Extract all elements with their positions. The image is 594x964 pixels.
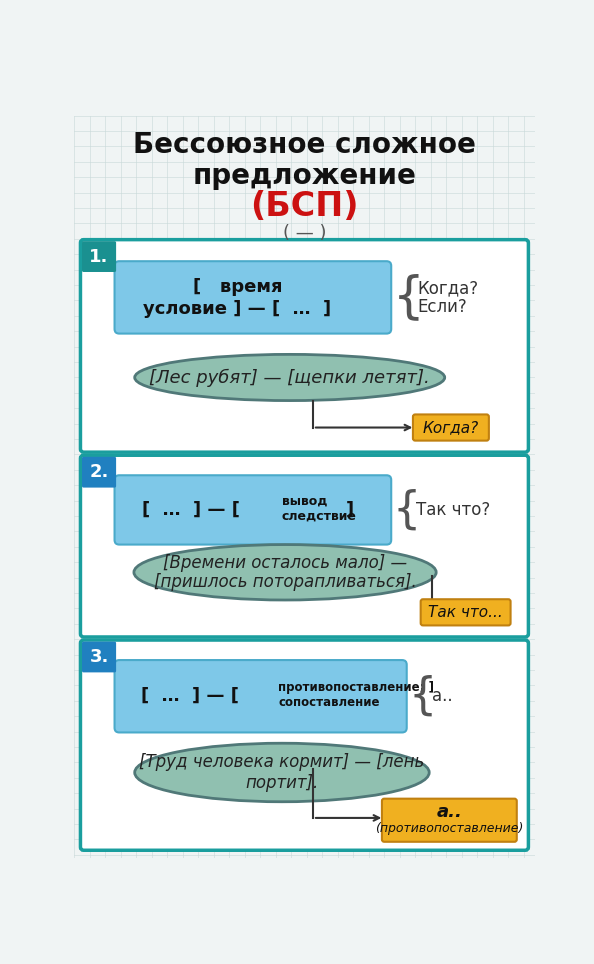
Text: [Времени осталось мало] —: [Времени осталось мало] — [163,554,407,572]
Text: {: { [408,675,437,718]
FancyBboxPatch shape [421,600,511,626]
Text: Когда?: Когда? [418,280,479,297]
Text: а..: а.. [431,687,452,706]
Text: сопоставление: сопоставление [278,696,380,709]
Text: 2.: 2. [89,463,109,481]
FancyBboxPatch shape [80,240,529,452]
FancyBboxPatch shape [382,798,517,842]
Text: предложение: предложение [192,162,416,190]
FancyBboxPatch shape [80,455,529,637]
Text: {: { [393,489,421,531]
Text: [  …  ] — [: [ … ] — [ [141,687,239,706]
FancyBboxPatch shape [82,241,116,272]
Text: портит].: портит]. [245,773,318,791]
Text: [Лес рубят] — [щепки летят].: [Лес рубят] — [щепки летят]. [149,368,430,387]
Ellipse shape [135,355,445,401]
FancyBboxPatch shape [115,475,391,545]
Text: Когда?: Когда? [423,420,479,435]
Ellipse shape [135,743,429,802]
Text: ( — ): ( — ) [283,224,326,242]
Text: [   время: [ время [192,279,282,296]
FancyBboxPatch shape [80,640,529,850]
Text: следствие: следствие [282,510,357,522]
Text: ]: ] [346,501,353,519]
Ellipse shape [134,545,436,600]
Text: 1.: 1. [89,248,109,266]
Text: а..: а.. [437,803,462,820]
FancyBboxPatch shape [115,261,391,334]
Text: [Труд человека кормит] — [лень: [Труд человека кормит] — [лень [140,754,425,771]
Text: [  …  ] — [: [ … ] — [ [143,501,241,519]
FancyBboxPatch shape [82,457,116,488]
Text: 3.: 3. [89,648,109,666]
Text: противопоставление; ]: противопоставление; ] [278,681,434,693]
Text: Бессоюзное сложное: Бессоюзное сложное [133,131,476,159]
FancyBboxPatch shape [115,660,407,733]
FancyBboxPatch shape [82,642,116,673]
Text: (противопоставление): (противопоставление) [375,822,523,835]
Text: (БСП): (БСП) [250,190,359,223]
Text: вывод: вывод [282,495,327,508]
Text: Если?: Если? [418,298,467,315]
Text: Так что...: Так что... [428,604,503,620]
FancyBboxPatch shape [413,415,489,441]
Text: условие ] — [  …  ]: условие ] — [ … ] [143,300,331,318]
Text: {: { [393,274,425,321]
Text: Так что?: Так что? [416,501,490,519]
Text: [пришлось поторапливаться].: [пришлось поторапливаться]. [154,573,416,591]
